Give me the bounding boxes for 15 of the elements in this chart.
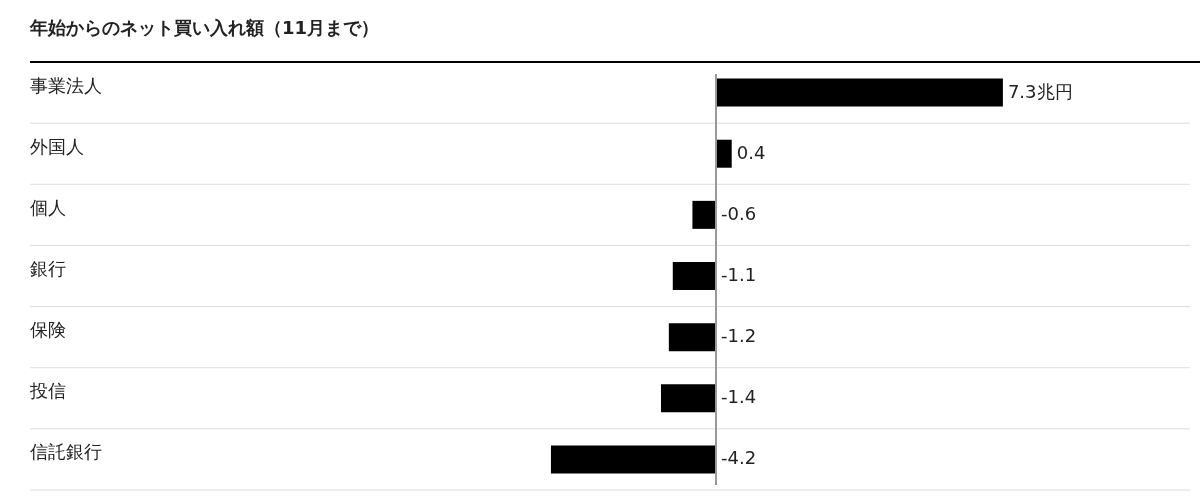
y-tick-label: 個人 — [30, 196, 66, 218]
data-label: -4.2 — [721, 447, 757, 469]
data-label: -1.1 — [721, 264, 757, 285]
data-label: -1.4 — [721, 386, 757, 408]
y-tick-label: 銀行 — [30, 258, 66, 279]
data-label: -0.6 — [721, 202, 757, 224]
y-tick-label: 事業法人 — [30, 74, 102, 96]
y-tick-label: 外国人 — [30, 135, 84, 157]
data-label: 0.4 — [736, 141, 766, 163]
data-label: 7.3兆円 — [1007, 80, 1073, 102]
y-tick-label: 投信 — [29, 380, 66, 402]
text: 年始からのネット買い入れ額（11月まで） — [29, 17, 380, 38]
y-tick-label: 信託銀行 — [30, 441, 102, 463]
y-tick-label: 保険 — [30, 319, 66, 341]
data-label: -1.2 — [721, 325, 757, 347]
